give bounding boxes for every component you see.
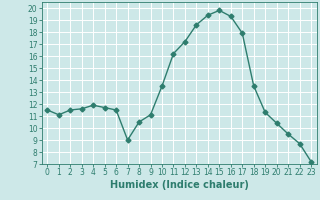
X-axis label: Humidex (Indice chaleur): Humidex (Indice chaleur): [110, 180, 249, 190]
